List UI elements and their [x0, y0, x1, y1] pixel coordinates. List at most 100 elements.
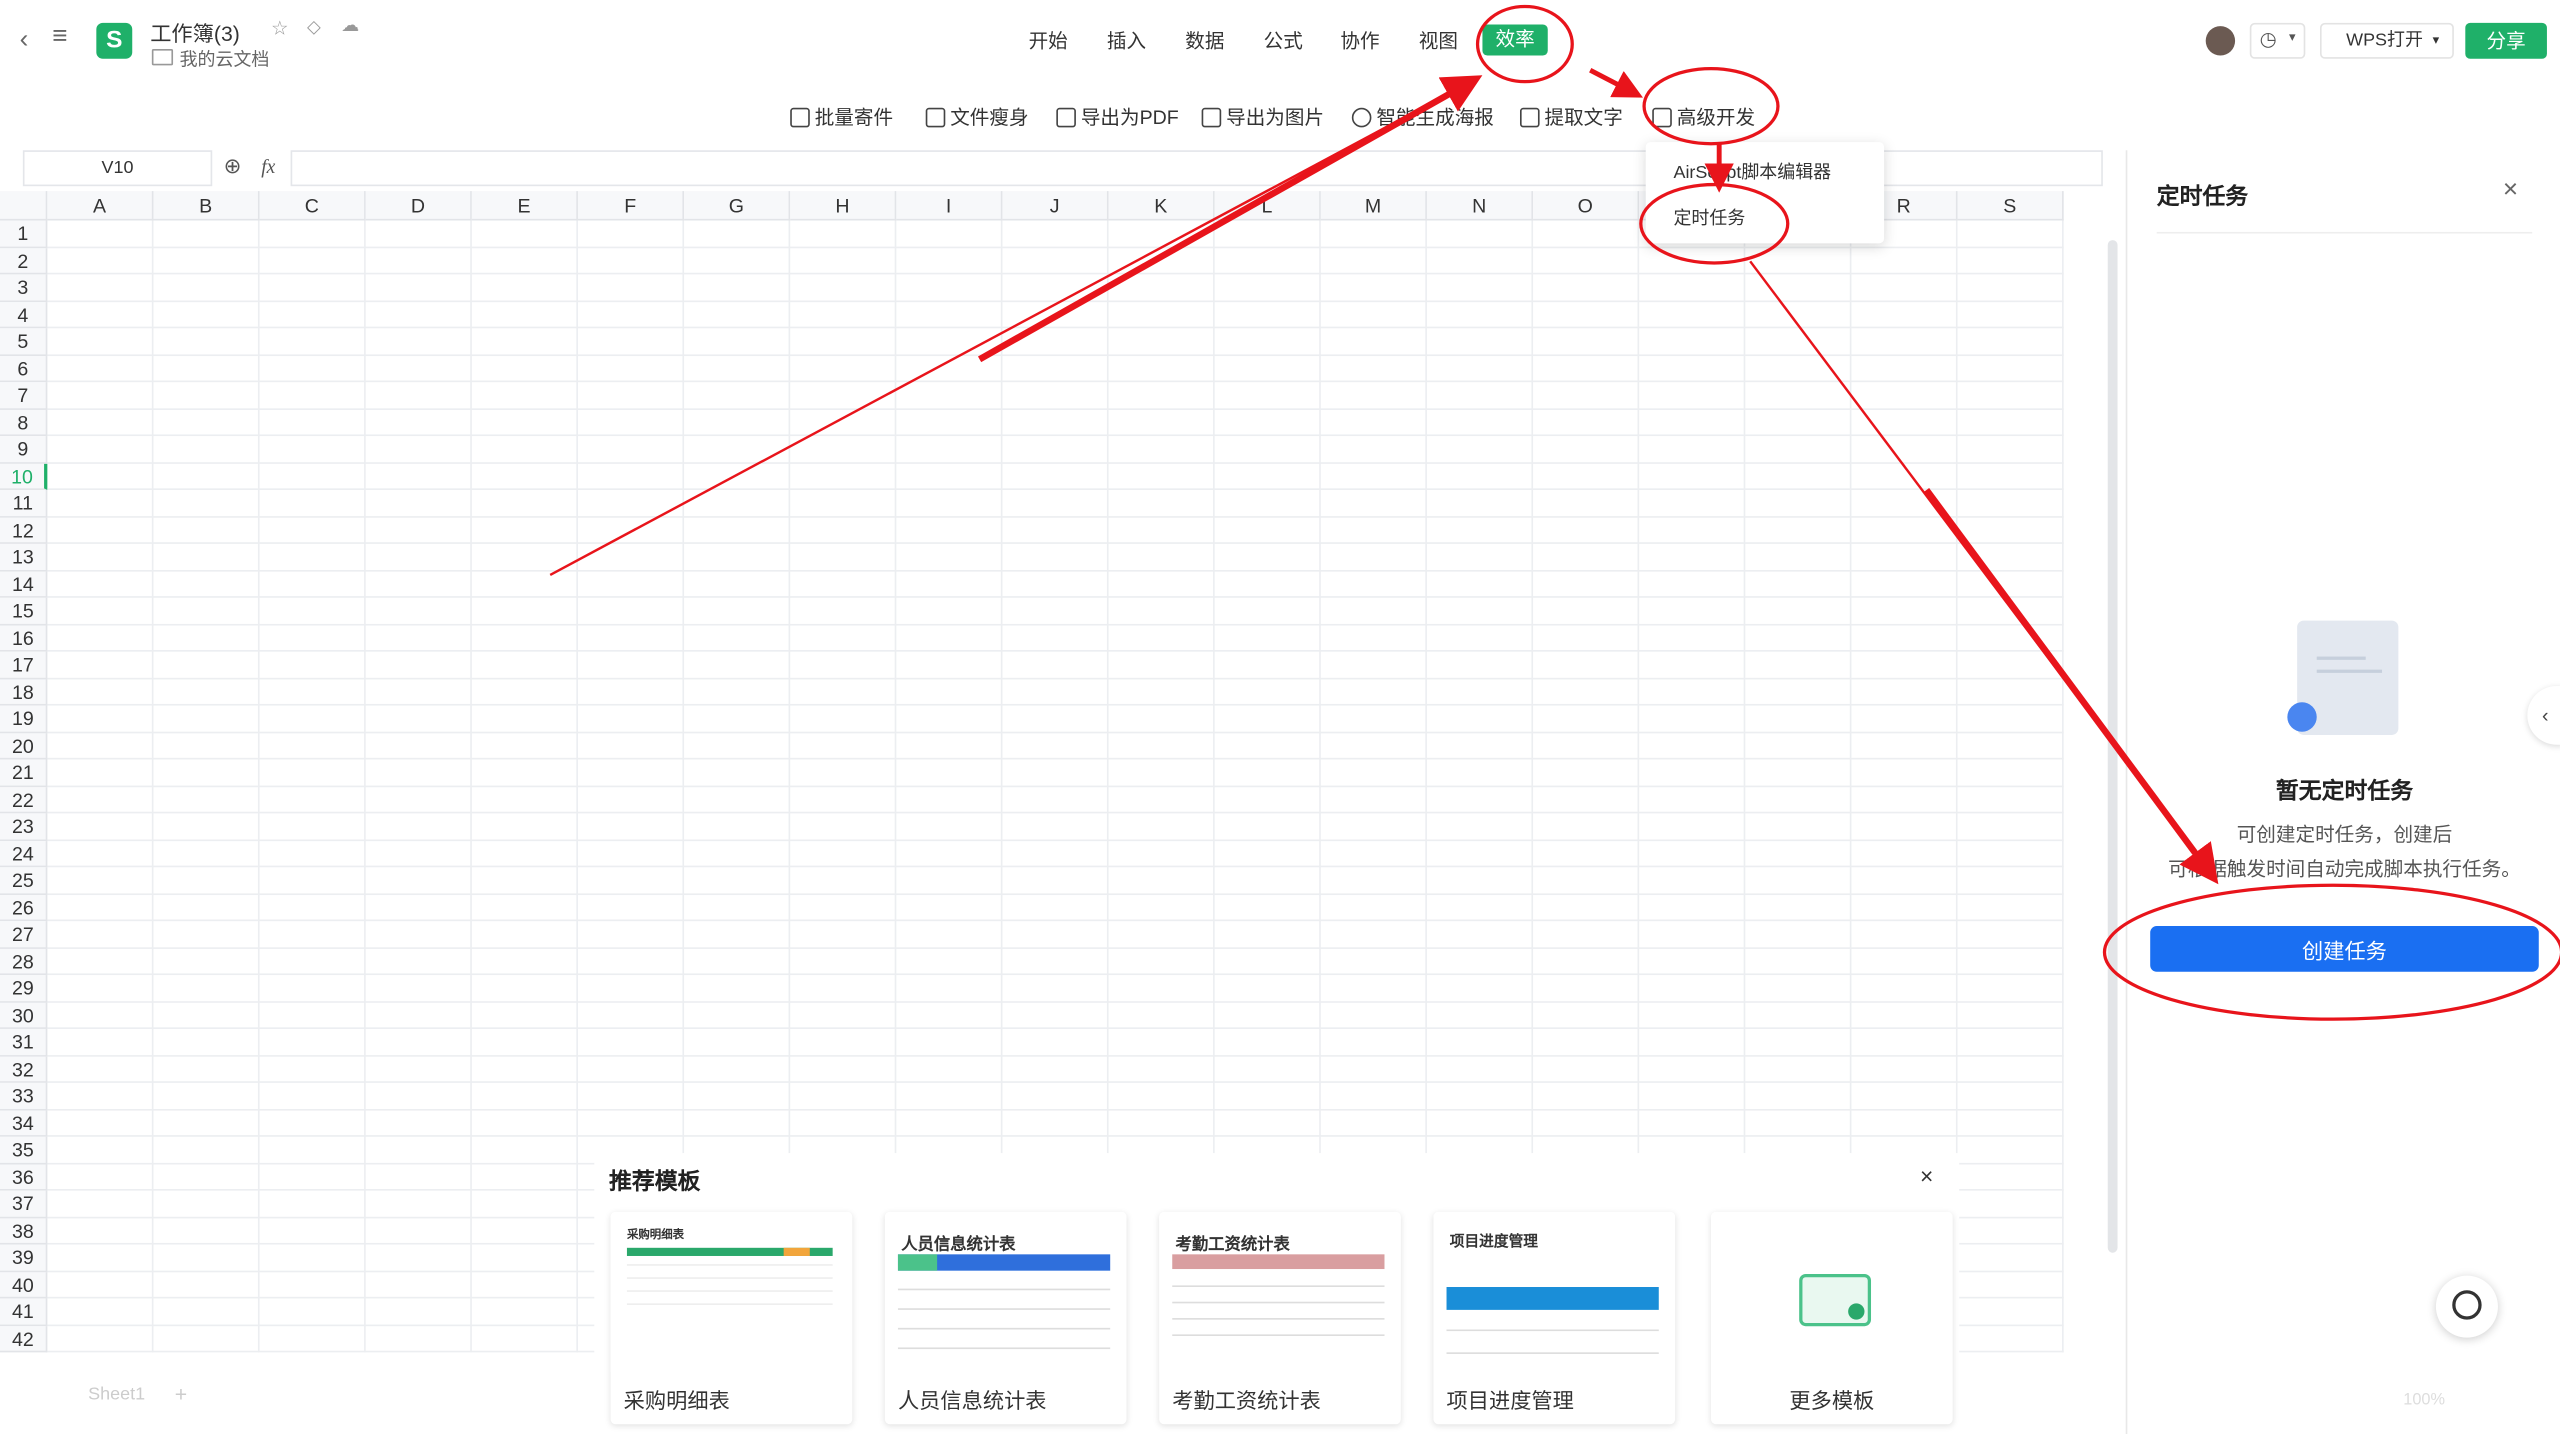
template-card[interactable]: 项目进度管理 项目进度管理: [1433, 1211, 1676, 1425]
star-icon[interactable]: ☆: [271, 16, 289, 40]
column-header[interactable]: K: [1108, 191, 1215, 221]
column-header[interactable]: H: [790, 191, 897, 221]
template-card-more[interactable]: 更多模板: [1711, 1211, 1953, 1425]
row-header[interactable]: 27: [0, 921, 48, 949]
cloud-icon[interactable]: ☁: [341, 16, 360, 36]
column-header[interactable]: M: [1320, 191, 1427, 221]
column-header[interactable]: S: [1957, 191, 2064, 221]
column-header[interactable]: J: [1002, 191, 1109, 221]
template-card[interactable]: 考勤工资统计表 考勤工资统计表: [1159, 1211, 1401, 1425]
fx-icon[interactable]: fx: [261, 155, 276, 179]
column-header[interactable]: I: [896, 191, 1003, 221]
row-header[interactable]: 20: [0, 732, 48, 760]
row-header[interactable]: 25: [0, 867, 48, 895]
grid-line: [47, 245, 2064, 248]
tab-data[interactable]: 数据: [1185, 29, 1225, 53]
row-header[interactable]: 34: [0, 1109, 48, 1137]
doc-title[interactable]: 工作簿(3): [150, 21, 240, 46]
export-image-button[interactable]: 导出为图片: [1201, 105, 1324, 131]
row-header[interactable]: 21: [0, 759, 48, 787]
row-header[interactable]: 31: [0, 1028, 48, 1056]
row-header[interactable]: 19: [0, 705, 48, 733]
wps-open-button[interactable]: WPS打开 ▾: [2319, 22, 2454, 59]
history-button[interactable]: ◷ ▾: [2249, 22, 2306, 59]
share-button[interactable]: 分享: [2465, 22, 2547, 59]
tab-start[interactable]: 开始: [1028, 29, 1068, 53]
row-header[interactable]: 13: [0, 543, 48, 571]
row-header[interactable]: 9: [0, 436, 48, 464]
row-header[interactable]: 7: [0, 382, 48, 410]
row-header[interactable]: 15: [0, 597, 48, 625]
row-header[interactable]: 42: [0, 1325, 48, 1353]
column-header[interactable]: B: [153, 191, 260, 221]
column-header[interactable]: O: [1533, 191, 1640, 221]
assistant-avatar[interactable]: [2435, 1275, 2498, 1338]
template-card[interactable]: 采购明细表 采购明细表: [610, 1211, 853, 1425]
select-all-corner[interactable]: [0, 191, 48, 221]
row-header[interactable]: 40: [0, 1271, 48, 1299]
row-header[interactable]: 3: [0, 274, 48, 302]
row-header[interactable]: 8: [0, 409, 48, 437]
row-header[interactable]: 22: [0, 786, 48, 814]
template-card[interactable]: 人员信息统计表 人员信息统计表: [884, 1211, 1127, 1425]
column-header[interactable]: E: [471, 191, 578, 221]
name-box[interactable]: V10: [22, 150, 213, 187]
zoom-icon[interactable]: ⊕: [223, 153, 242, 179]
row-header[interactable]: 10: [0, 463, 48, 490]
batch-send-button[interactable]: 批量寄件: [790, 105, 893, 131]
row-header[interactable]: 35: [0, 1136, 48, 1164]
tab-view[interactable]: 视图: [1418, 29, 1458, 53]
create-task-button[interactable]: 创建任务: [2150, 926, 2539, 972]
row-header[interactable]: 18: [0, 678, 48, 706]
menu-item-scheduled-task[interactable]: 定时任务: [1673, 209, 1746, 229]
extract-text-button[interactable]: 提取文字: [1519, 105, 1623, 131]
row-header[interactable]: 36: [0, 1163, 48, 1191]
export-pdf-button[interactable]: 导出为PDF: [1056, 105, 1179, 131]
row-header[interactable]: 32: [0, 1055, 48, 1083]
row-header[interactable]: 23: [0, 813, 48, 841]
column-header[interactable]: F: [577, 191, 685, 221]
row-header[interactable]: 11: [0, 489, 48, 517]
row-header[interactable]: 33: [0, 1082, 48, 1110]
avatar[interactable]: [2205, 26, 2236, 56]
row-header[interactable]: 28: [0, 948, 48, 976]
row-header[interactable]: 26: [0, 894, 48, 922]
tab-efficiency[interactable]: 效率: [1482, 24, 1548, 56]
advanced-dev-button[interactable]: 高级开发: [1652, 105, 1755, 131]
add-sheet-icon[interactable]: +: [174, 1381, 188, 1407]
tab-insert[interactable]: 插入: [1106, 29, 1147, 53]
poster-button[interactable]: 智能生成海报: [1351, 105, 1494, 131]
row-header[interactable]: 37: [0, 1190, 48, 1218]
row-header[interactable]: 5: [0, 328, 48, 356]
row-header[interactable]: 4: [0, 301, 48, 329]
row-header[interactable]: 2: [0, 247, 48, 275]
row-header[interactable]: 17: [0, 651, 48, 679]
column-header[interactable]: A: [47, 191, 154, 221]
menu-icon[interactable]: ≡: [52, 22, 68, 51]
row-header[interactable]: 14: [0, 570, 48, 598]
close-icon[interactable]: ×: [1919, 1162, 1934, 1190]
row-header[interactable]: 6: [0, 355, 48, 383]
close-icon[interactable]: ×: [2502, 176, 2519, 205]
column-header[interactable]: G: [684, 191, 791, 221]
row-header[interactable]: 1: [0, 220, 48, 248]
row-header[interactable]: 38: [0, 1217, 48, 1245]
row-header[interactable]: 16: [0, 624, 48, 652]
row-header[interactable]: 29: [0, 975, 48, 1003]
doc-location[interactable]: 我的云文档: [179, 50, 270, 71]
column-header[interactable]: D: [365, 191, 472, 221]
file-slim-button[interactable]: 文件瘦身: [925, 105, 1029, 131]
row-header[interactable]: 41: [0, 1298, 48, 1326]
tab-collab[interactable]: 协作: [1340, 29, 1380, 53]
row-header[interactable]: 30: [0, 1002, 48, 1029]
row-header[interactable]: 39: [0, 1244, 48, 1272]
sheet-tab[interactable]: Sheet1: [88, 1385, 146, 1405]
tab-formula[interactable]: 公式: [1263, 29, 1303, 53]
tag-icon[interactable]: ◇: [306, 17, 321, 38]
back-icon[interactable]: ‹: [19, 26, 29, 54]
row-header[interactable]: 24: [0, 840, 48, 868]
column-header[interactable]: C: [259, 191, 366, 221]
zoom-level[interactable]: 100%: [2403, 1391, 2446, 1410]
column-header[interactable]: N: [1426, 191, 1534, 221]
row-header[interactable]: 12: [0, 516, 48, 544]
